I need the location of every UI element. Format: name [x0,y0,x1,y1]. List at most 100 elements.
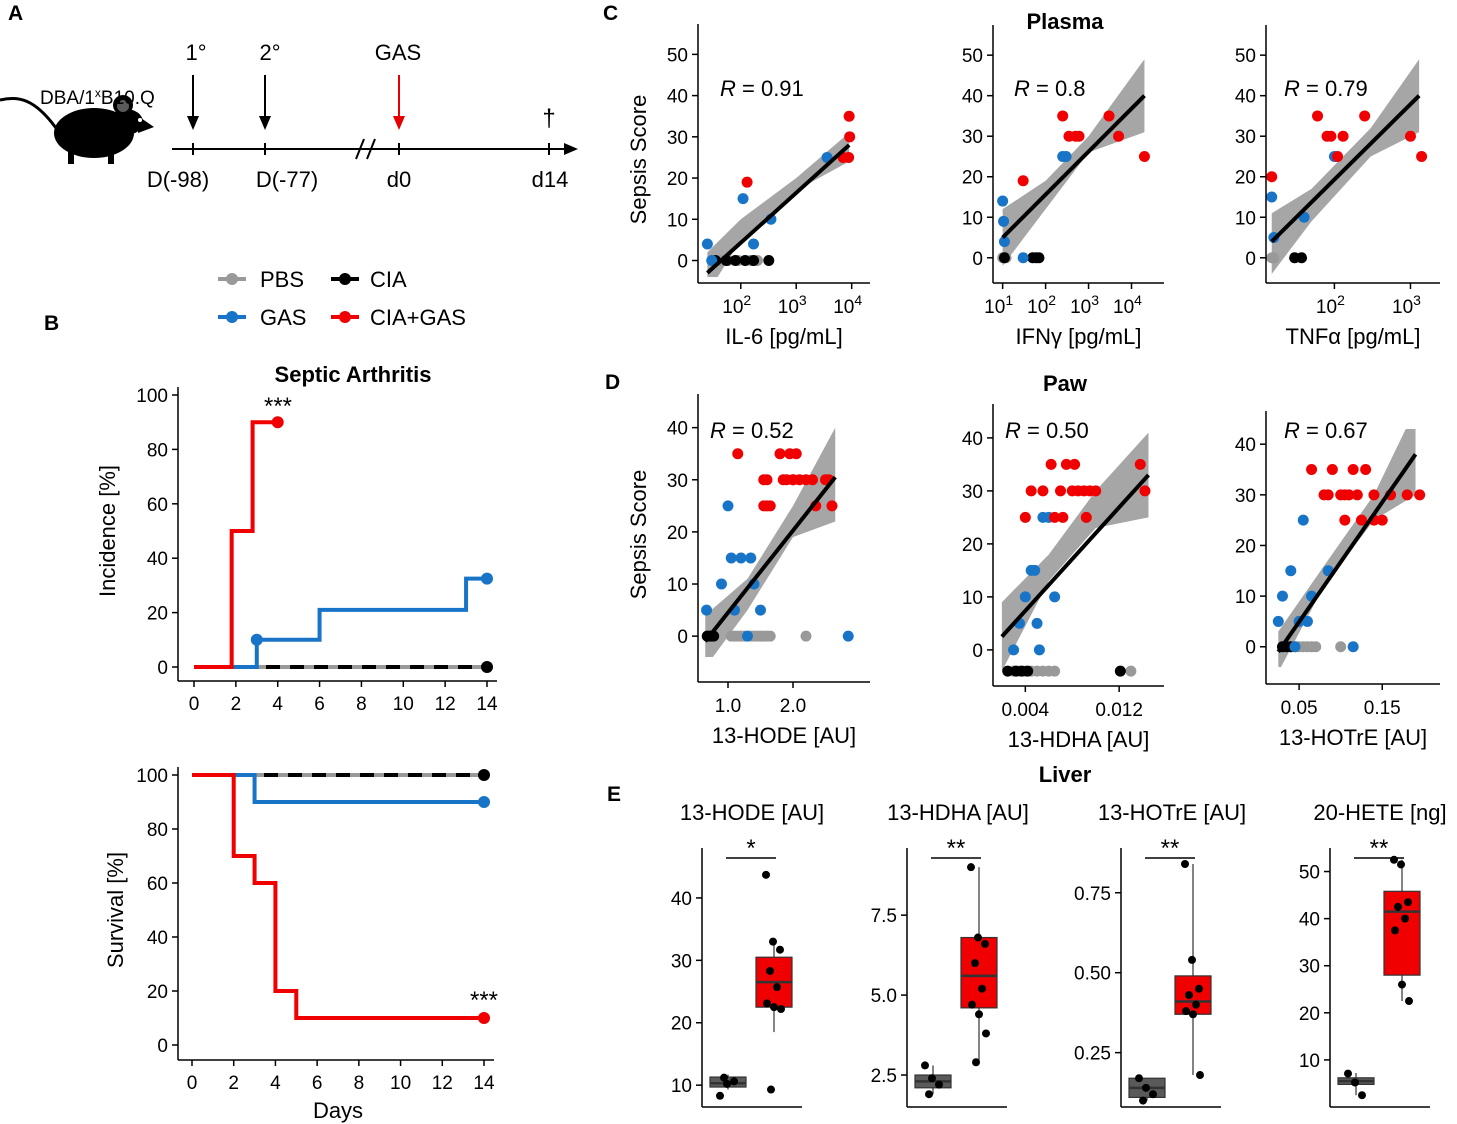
x-tick-label: 103 [1070,292,1099,318]
x-tick-label: 8 [356,694,367,715]
end-point [478,796,490,808]
y-tick-label: 10 [667,210,688,231]
data-point [1196,1071,1204,1080]
septic-arthritis-plot: 0 20 40 60 80 100 0 2 4 6 8 10 12 14 Septic Arthritis *… [95,362,498,715]
data-point-cia-gas [1416,150,1428,162]
y-tick-label: 10 [962,208,983,229]
y-tick-label: 0 [1245,638,1256,659]
data-point [1398,980,1406,989]
data-point-cia-gas [843,151,855,163]
data-point-gas [701,604,713,616]
data-point-gas [706,255,718,267]
x-tick-label: 14 [476,694,498,715]
data-point-gas [1347,641,1359,653]
data-point-cia-gas [826,500,838,512]
y-tick-label: 10 [962,588,983,609]
y-tick-label: 30 [962,482,983,503]
significance-stars: *** [470,987,498,1014]
data-point-gas [1017,252,1029,264]
y-tick-label: 40 [1235,435,1256,456]
x-tick-label: 0 [187,1073,198,1094]
y-tick-label: 10 [1235,208,1256,229]
data-point [1390,855,1398,864]
x-tick-label: 104 [1113,292,1142,318]
plasma-title: Plasma [1026,9,1104,34]
data-point-gas [1031,617,1043,629]
data-point-cia-gas [1326,464,1338,476]
x-axis-label: IL-6 [pg/mL] [725,324,842,349]
data-point-cia-gas [1055,485,1067,497]
y-axis-label: Incidence [%] [95,465,120,597]
data-point [1401,914,1409,923]
data-point-cia-gas [1103,110,1115,122]
data-point [1195,984,1203,993]
data-point-cia-gas [1347,464,1359,476]
data-point-gas [742,630,753,642]
data-point [921,1061,929,1070]
data-point-gas [716,578,727,590]
x-tick-label: 2 [228,1073,239,1094]
significance-stars: *** [264,393,292,420]
event-label-end: † [542,105,555,132]
data-point-gas [735,552,747,564]
data-point-gas [1289,641,1301,653]
tnfa-scatter: 0 10 20 30 40 50 102 103 R = 0.79 TNFα [pg/mL] [1235,25,1440,349]
y-tick-label: 40 [1299,910,1320,931]
data-point [773,983,781,992]
y-tick-label: 5.0 [871,986,897,1007]
y-tick-label: 20 [962,535,983,556]
data-point-cia-gas [1368,489,1380,501]
data-point [1358,1091,1366,1100]
y-tick-label: 10 [667,575,688,596]
event-label-2: 2° [259,40,280,65]
data-point-cia-gas [1060,458,1072,470]
data-point-cia-gas [774,448,786,460]
data-point [1351,1078,1359,1087]
data-point-cia-gas [1049,511,1061,523]
data-point-gas [998,215,1010,227]
y-tick-label: 40 [667,87,688,108]
y-tick-label: 100 [136,766,168,787]
x-tick-label: 10 [390,1073,411,1094]
plot-title: 13-HDHA [AU] [887,800,1029,825]
data-point-gas [722,500,734,512]
y-tick-label: 20 [1235,168,1256,189]
data-point-gas [842,630,854,642]
hotre-scatter: 0 10 20 30 40 0.05 0.15 R = 0.67 13-HOTrE [AU] [1235,411,1440,750]
data-point-cia [763,255,775,267]
y-tick-label: 80 [147,820,168,841]
data-point [1135,1074,1143,1083]
data-point-gas [1033,644,1045,656]
x-tick-label: 102 [722,292,751,318]
hdha-scatter: 0 10 20 30 40 0.004 0.012 R = 0.50 13-HDHA [AU] [962,404,1164,752]
y-tick-label: 100 [136,386,168,407]
y-tick-label: 20 [667,169,688,190]
x-tick-label: 0.15 [1364,698,1401,719]
x-tick-label: 14 [473,1073,495,1094]
data-point-pbs [1310,641,1322,653]
series-line-cia-gas [192,773,484,1020]
data-point [981,939,989,948]
data-point-cia-gas [1019,511,1031,523]
x-tick-label: 4 [272,694,283,715]
y-tick-label: 60 [147,495,168,516]
series-line-gas [194,576,487,669]
y-tick-label: 7.5 [871,906,897,927]
data-point [720,1073,728,1082]
data-point-cia-gas [1322,489,1334,501]
data-point-gas [1276,590,1288,602]
data-point [982,1029,990,1038]
y-tick-label: 20 [667,523,688,544]
legend: PBS CIA GAS CIA+GAS [218,267,466,330]
regression-line [1270,94,1421,244]
x-tick-label: 6 [314,694,325,715]
y-tick-label: 50 [1235,46,1256,67]
data-point [968,1000,976,1009]
data-point [1404,898,1412,907]
data-point-gas [701,238,713,250]
data-point [1188,955,1196,964]
data-point [1397,860,1405,869]
day-label-gas: d0 [387,167,411,192]
y-tick-label: 30 [667,128,688,149]
ifng-scatter: 0 10 20 30 40 50 101 102 103 104 R = 0.8 IFNγ [pg/m… [962,25,1164,349]
